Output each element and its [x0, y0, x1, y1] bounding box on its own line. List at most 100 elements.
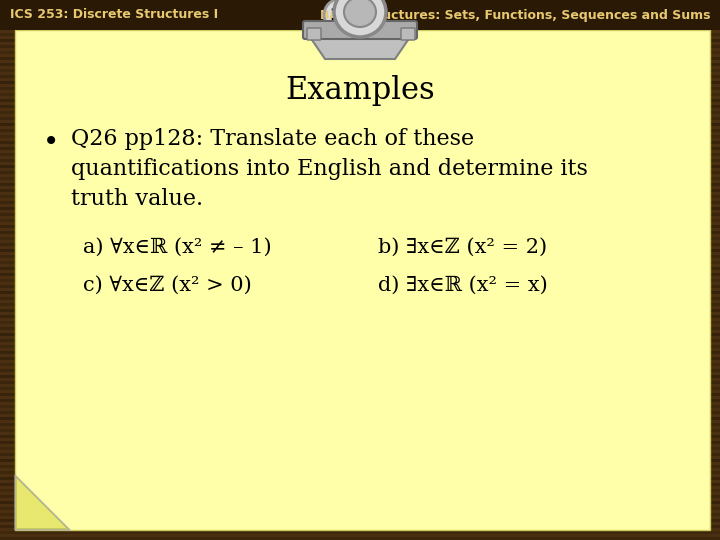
Bar	[0, 501, 720, 504]
Bar	[0, 147, 720, 150]
Bar	[0, 465, 720, 468]
Bar	[0, 321, 720, 324]
Bar	[0, 453, 720, 456]
Bar	[0, 303, 720, 306]
Bar	[0, 447, 720, 450]
Bar	[0, 201, 720, 204]
Bar	[0, 0, 720, 30]
Text: Basic Structures: Sets, Functions, Sequences and Sums: Basic Structures: Sets, Functions, Seque…	[320, 9, 710, 22]
Bar	[0, 39, 720, 42]
Text: d) ∃x∈ℝ (x² = x): d) ∃x∈ℝ (x² = x)	[378, 276, 548, 295]
Bar	[0, 69, 720, 72]
Bar	[0, 15, 720, 18]
Bar	[0, 45, 720, 48]
Bar	[0, 513, 720, 516]
Text: a) ∀x∈ℝ (x² ≠ – 1): a) ∀x∈ℝ (x² ≠ – 1)	[83, 238, 271, 257]
Bar	[0, 399, 720, 402]
Bar	[0, 525, 720, 528]
Bar	[0, 489, 720, 492]
Bar	[0, 345, 720, 348]
Bar	[0, 195, 720, 198]
Bar	[0, 375, 720, 378]
Text: Q26 pp128: Translate each of these: Q26 pp128: Translate each of these	[71, 128, 474, 150]
Bar	[0, 537, 720, 540]
Circle shape	[324, 0, 356, 31]
Bar	[0, 285, 720, 288]
Bar	[0, 231, 720, 234]
Bar	[0, 483, 720, 486]
Bar	[0, 405, 720, 408]
Bar	[0, 141, 720, 144]
Bar	[0, 351, 720, 354]
Bar	[0, 177, 720, 180]
Bar	[0, 273, 720, 276]
Text: Examples: Examples	[285, 75, 435, 105]
Bar	[0, 357, 720, 360]
Bar	[0, 87, 720, 90]
Bar	[0, 309, 720, 312]
Bar	[0, 219, 720, 222]
Bar	[0, 99, 720, 102]
Text: c) ∀x∈ℤ (x² > 0): c) ∀x∈ℤ (x² > 0)	[83, 276, 252, 295]
Polygon shape	[15, 475, 70, 530]
Bar	[0, 135, 720, 138]
Bar	[0, 21, 720, 24]
Bar	[0, 429, 720, 432]
Bar	[0, 279, 720, 282]
Bar	[0, 153, 720, 156]
Bar	[0, 63, 720, 66]
Bar	[0, 249, 720, 252]
Bar	[0, 75, 720, 78]
Bar	[0, 297, 720, 300]
Bar	[0, 123, 720, 126]
FancyBboxPatch shape	[303, 21, 417, 39]
Bar	[0, 423, 720, 426]
Bar	[0, 477, 720, 480]
Bar	[0, 183, 720, 186]
Bar	[0, 261, 720, 264]
Bar	[0, 81, 720, 84]
Text: ICS 253: Discrete Structures I: ICS 253: Discrete Structures I	[10, 9, 218, 22]
Bar	[0, 435, 720, 438]
Ellipse shape	[344, 0, 376, 27]
Bar	[0, 57, 720, 60]
Text: truth value.: truth value.	[71, 188, 203, 210]
Polygon shape	[17, 479, 66, 528]
Bar	[0, 291, 720, 294]
Bar	[0, 93, 720, 96]
Bar	[0, 165, 720, 168]
Bar	[0, 471, 720, 474]
Bar	[0, 267, 720, 270]
Bar	[0, 441, 720, 444]
Bar	[0, 417, 720, 420]
Bar	[0, 459, 720, 462]
Bar	[0, 381, 720, 384]
Bar	[0, 333, 720, 336]
Bar	[0, 117, 720, 120]
Bar	[0, 369, 720, 372]
Bar	[0, 129, 720, 132]
Bar	[0, 159, 720, 162]
Bar	[0, 531, 720, 534]
Bar	[0, 315, 720, 318]
FancyBboxPatch shape	[401, 28, 415, 40]
Bar	[0, 255, 720, 258]
Bar	[0, 507, 720, 510]
Ellipse shape	[334, 0, 386, 37]
Bar	[0, 225, 720, 228]
Bar	[0, 387, 720, 390]
Bar	[0, 189, 720, 192]
Bar	[0, 339, 720, 342]
Polygon shape	[310, 37, 410, 59]
Text: •: •	[43, 128, 59, 156]
Bar	[0, 207, 720, 210]
Text: 15: 15	[330, 8, 351, 23]
Bar	[0, 3, 720, 6]
Text: b) ∃x∈ℤ (x² = 2): b) ∃x∈ℤ (x² = 2)	[378, 238, 547, 257]
Bar	[0, 519, 720, 522]
Bar	[0, 27, 720, 30]
Bar	[0, 9, 720, 12]
Bar	[0, 411, 720, 414]
Bar	[0, 33, 720, 36]
Bar	[0, 495, 720, 498]
